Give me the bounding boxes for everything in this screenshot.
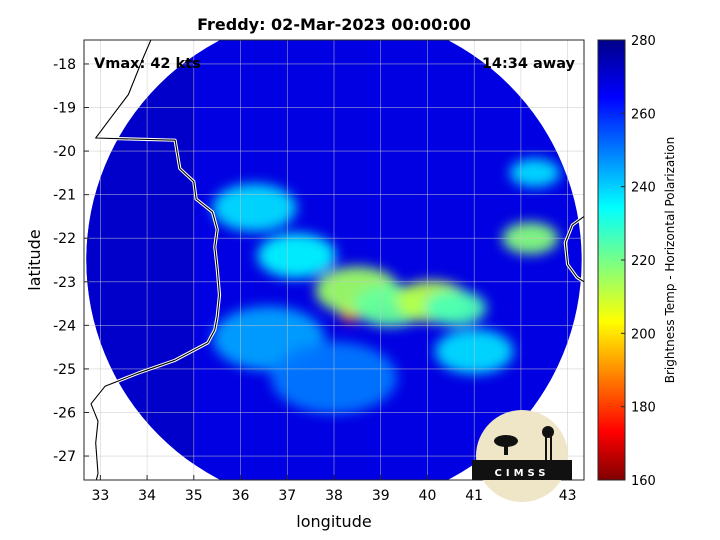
colorbar-ticks: 280 260 240 220 200 180 160 <box>621 34 656 489</box>
logo-text: CIMSS <box>495 468 550 479</box>
x-tick-label: 36 <box>232 488 250 504</box>
tower-leg-icon <box>545 436 547 460</box>
logo: CIMSS <box>472 410 572 502</box>
x-tick-label: 40 <box>419 488 437 504</box>
x-tick-label: 33 <box>91 488 109 504</box>
y-tick-label: -21 <box>53 188 76 204</box>
colorbar: 280 260 240 220 200 180 160 Brightness Temp - … <box>597 34 677 489</box>
time-away-label: 14:34 away <box>482 56 576 72</box>
plot-area <box>84 40 584 480</box>
logo-band <box>472 460 572 480</box>
x-axis-label: longitude <box>296 512 371 531</box>
water-tower-icon <box>542 426 554 438</box>
colorbar-tick-label: 220 <box>631 254 656 269</box>
x-tick-label: 38 <box>325 488 343 504</box>
y-tick-label: -25 <box>53 362 76 378</box>
colorbar-tick-label: 280 <box>631 34 656 49</box>
x-tick-label: 34 <box>138 488 156 504</box>
coastline-line <box>90 40 221 480</box>
y-ticks: -18 -19 -20 -21 -22 -23 -24 -25 -26 -27 <box>53 57 89 465</box>
y-axis-label: latitude <box>25 229 44 290</box>
y-tick-label: -27 <box>53 449 76 465</box>
logo-disc <box>476 410 568 502</box>
colorbar-tick-label: 260 <box>631 107 656 122</box>
feature-blob <box>424 290 487 326</box>
y-tick-label: -22 <box>53 231 76 247</box>
madagascar-line <box>564 215 584 283</box>
colorbar-tick-label: 160 <box>631 474 656 489</box>
x-tick-label: 41 <box>465 488 483 504</box>
tower-leg-icon <box>550 436 552 460</box>
feature-blob <box>509 158 561 188</box>
grid-lines <box>84 40 584 480</box>
x-tick-label: 35 <box>185 488 203 504</box>
x-ticks: 3334353637383940414243 <box>91 475 577 504</box>
y-tick-label: -26 <box>53 405 76 421</box>
colorbar-gradient <box>597 39 626 481</box>
vmax-label: Vmax: 42 kts <box>94 56 201 72</box>
dish-stand-icon <box>504 441 508 455</box>
y-tick-label: -19 <box>53 101 76 117</box>
feature-blob <box>257 233 336 279</box>
colorbar-tick-label: 240 <box>631 181 656 196</box>
feature-blob <box>212 183 297 232</box>
coastline <box>89 40 584 480</box>
y-tick-label: -20 <box>53 144 76 160</box>
colorbar-tick-label: 180 <box>631 401 656 416</box>
y-tick-label: -18 <box>53 57 76 73</box>
colorbar-tick-label: 200 <box>631 327 656 342</box>
x-tick-label: 43 <box>559 488 577 504</box>
x-tick-label: 39 <box>372 488 390 504</box>
colorbar-label: Brightness Temp - Horizontal Polarizatio… <box>663 137 677 384</box>
y-tick-label: -24 <box>53 318 76 334</box>
x-tick-label: 37 <box>278 488 296 504</box>
chart-title: Freddy: 02-Mar-2023 00:00:00 <box>197 15 471 34</box>
y-tick-label: -23 <box>53 275 76 291</box>
